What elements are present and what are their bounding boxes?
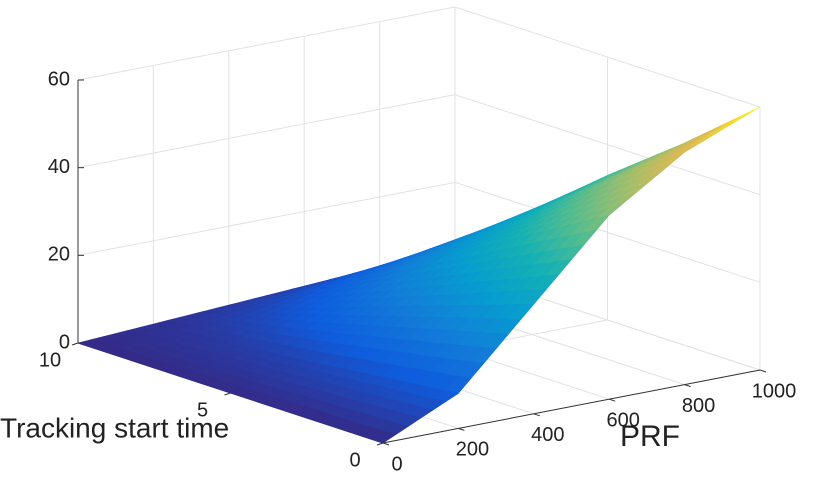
x-tick [759,369,767,373]
z-tick-label: 40 [48,156,70,178]
grid-line [454,181,761,283]
z-tick-label: 60 [48,68,70,90]
x-tick [609,398,616,402]
x-tick-label: 400 [531,424,564,446]
y-tick [224,392,231,396]
surface-patch [369,430,397,444]
surface-patch [709,121,736,136]
x-tick [533,413,540,417]
x-tick-label: 0 [391,453,402,475]
x-tick [458,427,465,431]
x-tick-label: 600 [607,409,640,431]
y-axis-label: Tracking start time [0,412,229,443]
x-tick-label: 800 [682,395,715,417]
y-tick-label: 10 [39,349,61,371]
y-tick [71,342,79,346]
y-tick-label: 5 [197,399,208,421]
y-tick [376,442,384,446]
z-tick-label: 0 [59,331,70,353]
grid-line [77,181,456,256]
x-axis-label: PRF [620,420,680,453]
y-tick-label: 0 [349,449,360,471]
x-tick [382,442,390,446]
x-tick [684,384,691,388]
grid-line [77,94,456,169]
surface [76,106,761,444]
x-tick-label: 200 [456,439,489,461]
grid-line [454,94,761,196]
z-tick-label: 20 [48,244,70,266]
grid-line [454,6,761,108]
x-tick-label: 1000 [752,380,797,402]
x-axis [382,369,761,444]
grid-line [77,6,456,81]
